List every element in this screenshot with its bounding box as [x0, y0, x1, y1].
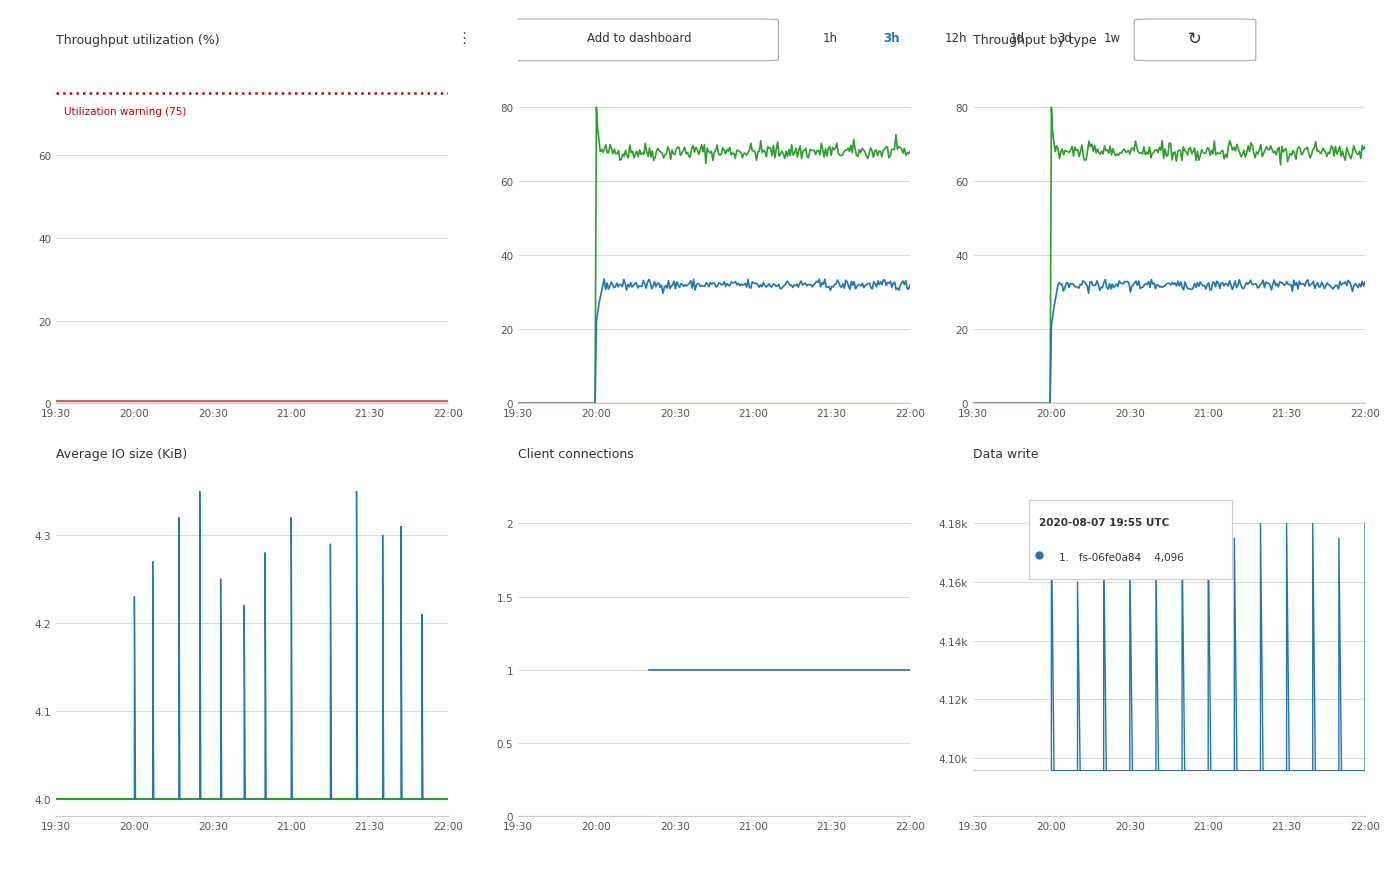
- Text: 1w: 1w: [1105, 32, 1121, 45]
- Text: IOPS by type: IOPS by type: [518, 34, 598, 47]
- Text: 2020-08-07 19:55 UTC: 2020-08-07 19:55 UTC: [1039, 518, 1169, 528]
- Text: 1d: 1d: [1009, 32, 1025, 45]
- Text: 3d: 3d: [1057, 32, 1072, 45]
- FancyBboxPatch shape: [501, 20, 778, 61]
- Text: Data write: Data write: [973, 447, 1039, 460]
- Text: Add to dashboard: Add to dashboard: [587, 32, 692, 45]
- Text: 1.   fs-06fe0a84    4,096: 1. fs-06fe0a84 4,096: [1060, 552, 1184, 562]
- Text: 3h: 3h: [883, 32, 899, 45]
- Text: 1h: 1h: [823, 32, 839, 45]
- Text: Client connections: Client connections: [518, 447, 634, 460]
- Text: ↻: ↻: [1189, 30, 1203, 47]
- Text: Throughput by type: Throughput by type: [973, 34, 1096, 47]
- Text: Utilization warning (75): Utilization warning (75): [64, 106, 186, 117]
- Text: 12h: 12h: [945, 32, 967, 45]
- FancyBboxPatch shape: [1134, 20, 1256, 61]
- Text: Throughput utilization (%): Throughput utilization (%): [56, 34, 220, 47]
- Text: Average IO size (KiB): Average IO size (KiB): [56, 447, 188, 460]
- Text: ⋮: ⋮: [456, 31, 472, 47]
